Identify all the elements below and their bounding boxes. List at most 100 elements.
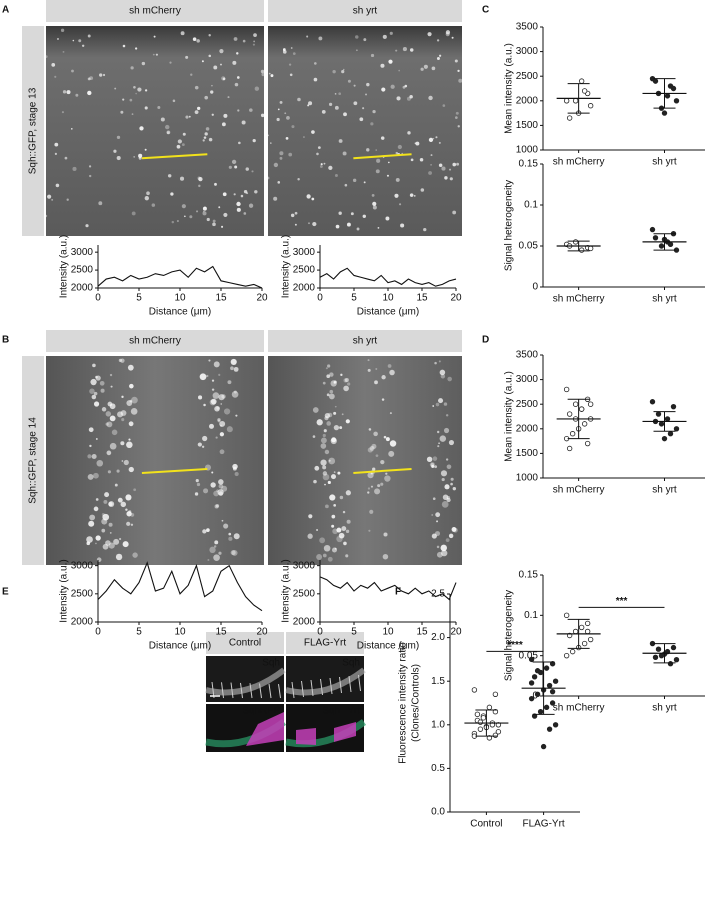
fluorescent-spot [230, 358, 237, 365]
fluorescent-spot [204, 95, 209, 100]
cell-edge [259, 683, 262, 699]
y-tick-label: 2500 [293, 588, 316, 599]
fluorescent-spot [279, 151, 284, 156]
fluorescent-spot [438, 442, 440, 445]
fluorescent-spot [297, 97, 301, 102]
fluorescent-spot [439, 435, 447, 442]
fluorescent-spot [54, 142, 59, 147]
fluorescent-spot [209, 546, 216, 554]
fluorescent-spot [328, 165, 333, 170]
x-tick-label: 10 [382, 627, 394, 638]
fluorescent-spot [409, 95, 413, 99]
fluorescent-spot [129, 383, 134, 389]
y-tick-label: 2000 [71, 617, 94, 628]
fluorescent-spot [420, 188, 425, 192]
fluorescent-spot [128, 421, 134, 427]
fluorescent-spot [382, 34, 387, 39]
fluorescent-spot [289, 73, 293, 77]
fluorescent-spot [88, 174, 92, 178]
fluorescent-spot [353, 101, 358, 106]
fluorescent-spot [198, 395, 203, 400]
fluorescent-spot [114, 483, 118, 487]
fluorescent-spot [208, 34, 211, 37]
fluorescent-spot [61, 111, 64, 114]
fluorescent-spot [189, 215, 193, 219]
fluorescent-spot [170, 192, 174, 196]
x-tick-label: 20 [450, 293, 462, 304]
fluorescent-spot [341, 413, 344, 416]
fluorescent-spot [407, 131, 411, 135]
fluorescent-spot [324, 449, 330, 455]
fluorescent-spot [55, 183, 60, 188]
fluorescent-spot [116, 135, 121, 140]
fluorescent-spot [438, 360, 441, 363]
x-tick-label: sh yrt [652, 294, 677, 305]
fluorescent-spot [440, 470, 448, 477]
fluorescent-spot [363, 181, 366, 184]
fluorescent-spot [430, 154, 433, 157]
fluorescent-spot [397, 144, 402, 150]
fluorescent-spot [306, 35, 309, 38]
fluorescent-spot [231, 549, 238, 556]
fluorescent-spot [327, 412, 333, 418]
fluorescent-spot [212, 392, 220, 399]
fluorescent-spot [276, 117, 280, 122]
fluorescent-spot [66, 198, 69, 201]
side-label: Sqh::GFP, stage 14 [28, 417, 39, 504]
cell-edge [221, 682, 224, 699]
fluorescent-spot [342, 151, 347, 156]
fluorescent-spot [234, 165, 238, 169]
fluorescent-spot [233, 390, 237, 394]
y-tick-label: 2500 [71, 588, 94, 599]
fluorescent-spot [260, 113, 265, 118]
data-point [477, 719, 484, 725]
fluorescent-spot [439, 369, 446, 376]
fluorescent-spot [101, 528, 106, 533]
fluorescent-spot [273, 162, 279, 168]
fluorescent-spot [324, 412, 331, 419]
data-point [667, 661, 674, 667]
fluorescent-spot [176, 144, 181, 149]
fluorescent-spot [363, 38, 367, 42]
header-box [46, 330, 264, 352]
fluorescent-spot [117, 411, 124, 418]
fluorescent-spot [334, 105, 339, 110]
fluorescent-spot [438, 141, 441, 144]
fluorescent-spot [437, 445, 440, 448]
fluorescent-spot [311, 197, 315, 201]
data-point [661, 435, 668, 442]
fluorescent-spot [312, 435, 316, 438]
fluorescent-spot [166, 130, 171, 135]
fluorescent-spot [434, 361, 437, 365]
fluorescent-spot [99, 73, 103, 77]
fluorescent-spot [214, 406, 220, 412]
fluorescent-spot [227, 96, 230, 99]
fluorescent-spot [316, 554, 323, 560]
fluorescent-spot [133, 85, 136, 89]
fluorescent-spot [99, 380, 105, 386]
fluorescent-spot [211, 379, 215, 382]
data-point [546, 726, 553, 732]
fluorescent-spot [426, 456, 433, 463]
fluorescent-spot [220, 403, 223, 405]
fluorescent-spot [443, 427, 450, 434]
fluorescent-spot [320, 437, 327, 444]
fluorescent-spot [204, 132, 208, 136]
sd-bar [567, 618, 590, 649]
data-point [563, 98, 570, 104]
fluorescent-spot [317, 146, 321, 150]
fluorescent-spot [366, 82, 370, 87]
fluorescent-spot [214, 540, 219, 545]
fluorescent-spot [434, 465, 438, 469]
fluorescent-spot [435, 512, 441, 518]
fluorescent-spot [54, 75, 57, 78]
fluorescent-spot [219, 424, 223, 427]
fluorescent-spot [355, 35, 359, 39]
fluorescent-spot [330, 380, 337, 387]
fluorescent-spot [213, 65, 218, 70]
y-tick-label: 2500 [71, 265, 94, 276]
data-point [664, 93, 671, 99]
fluorescent-spot [331, 514, 336, 519]
x-tick-label: 20 [450, 627, 462, 638]
